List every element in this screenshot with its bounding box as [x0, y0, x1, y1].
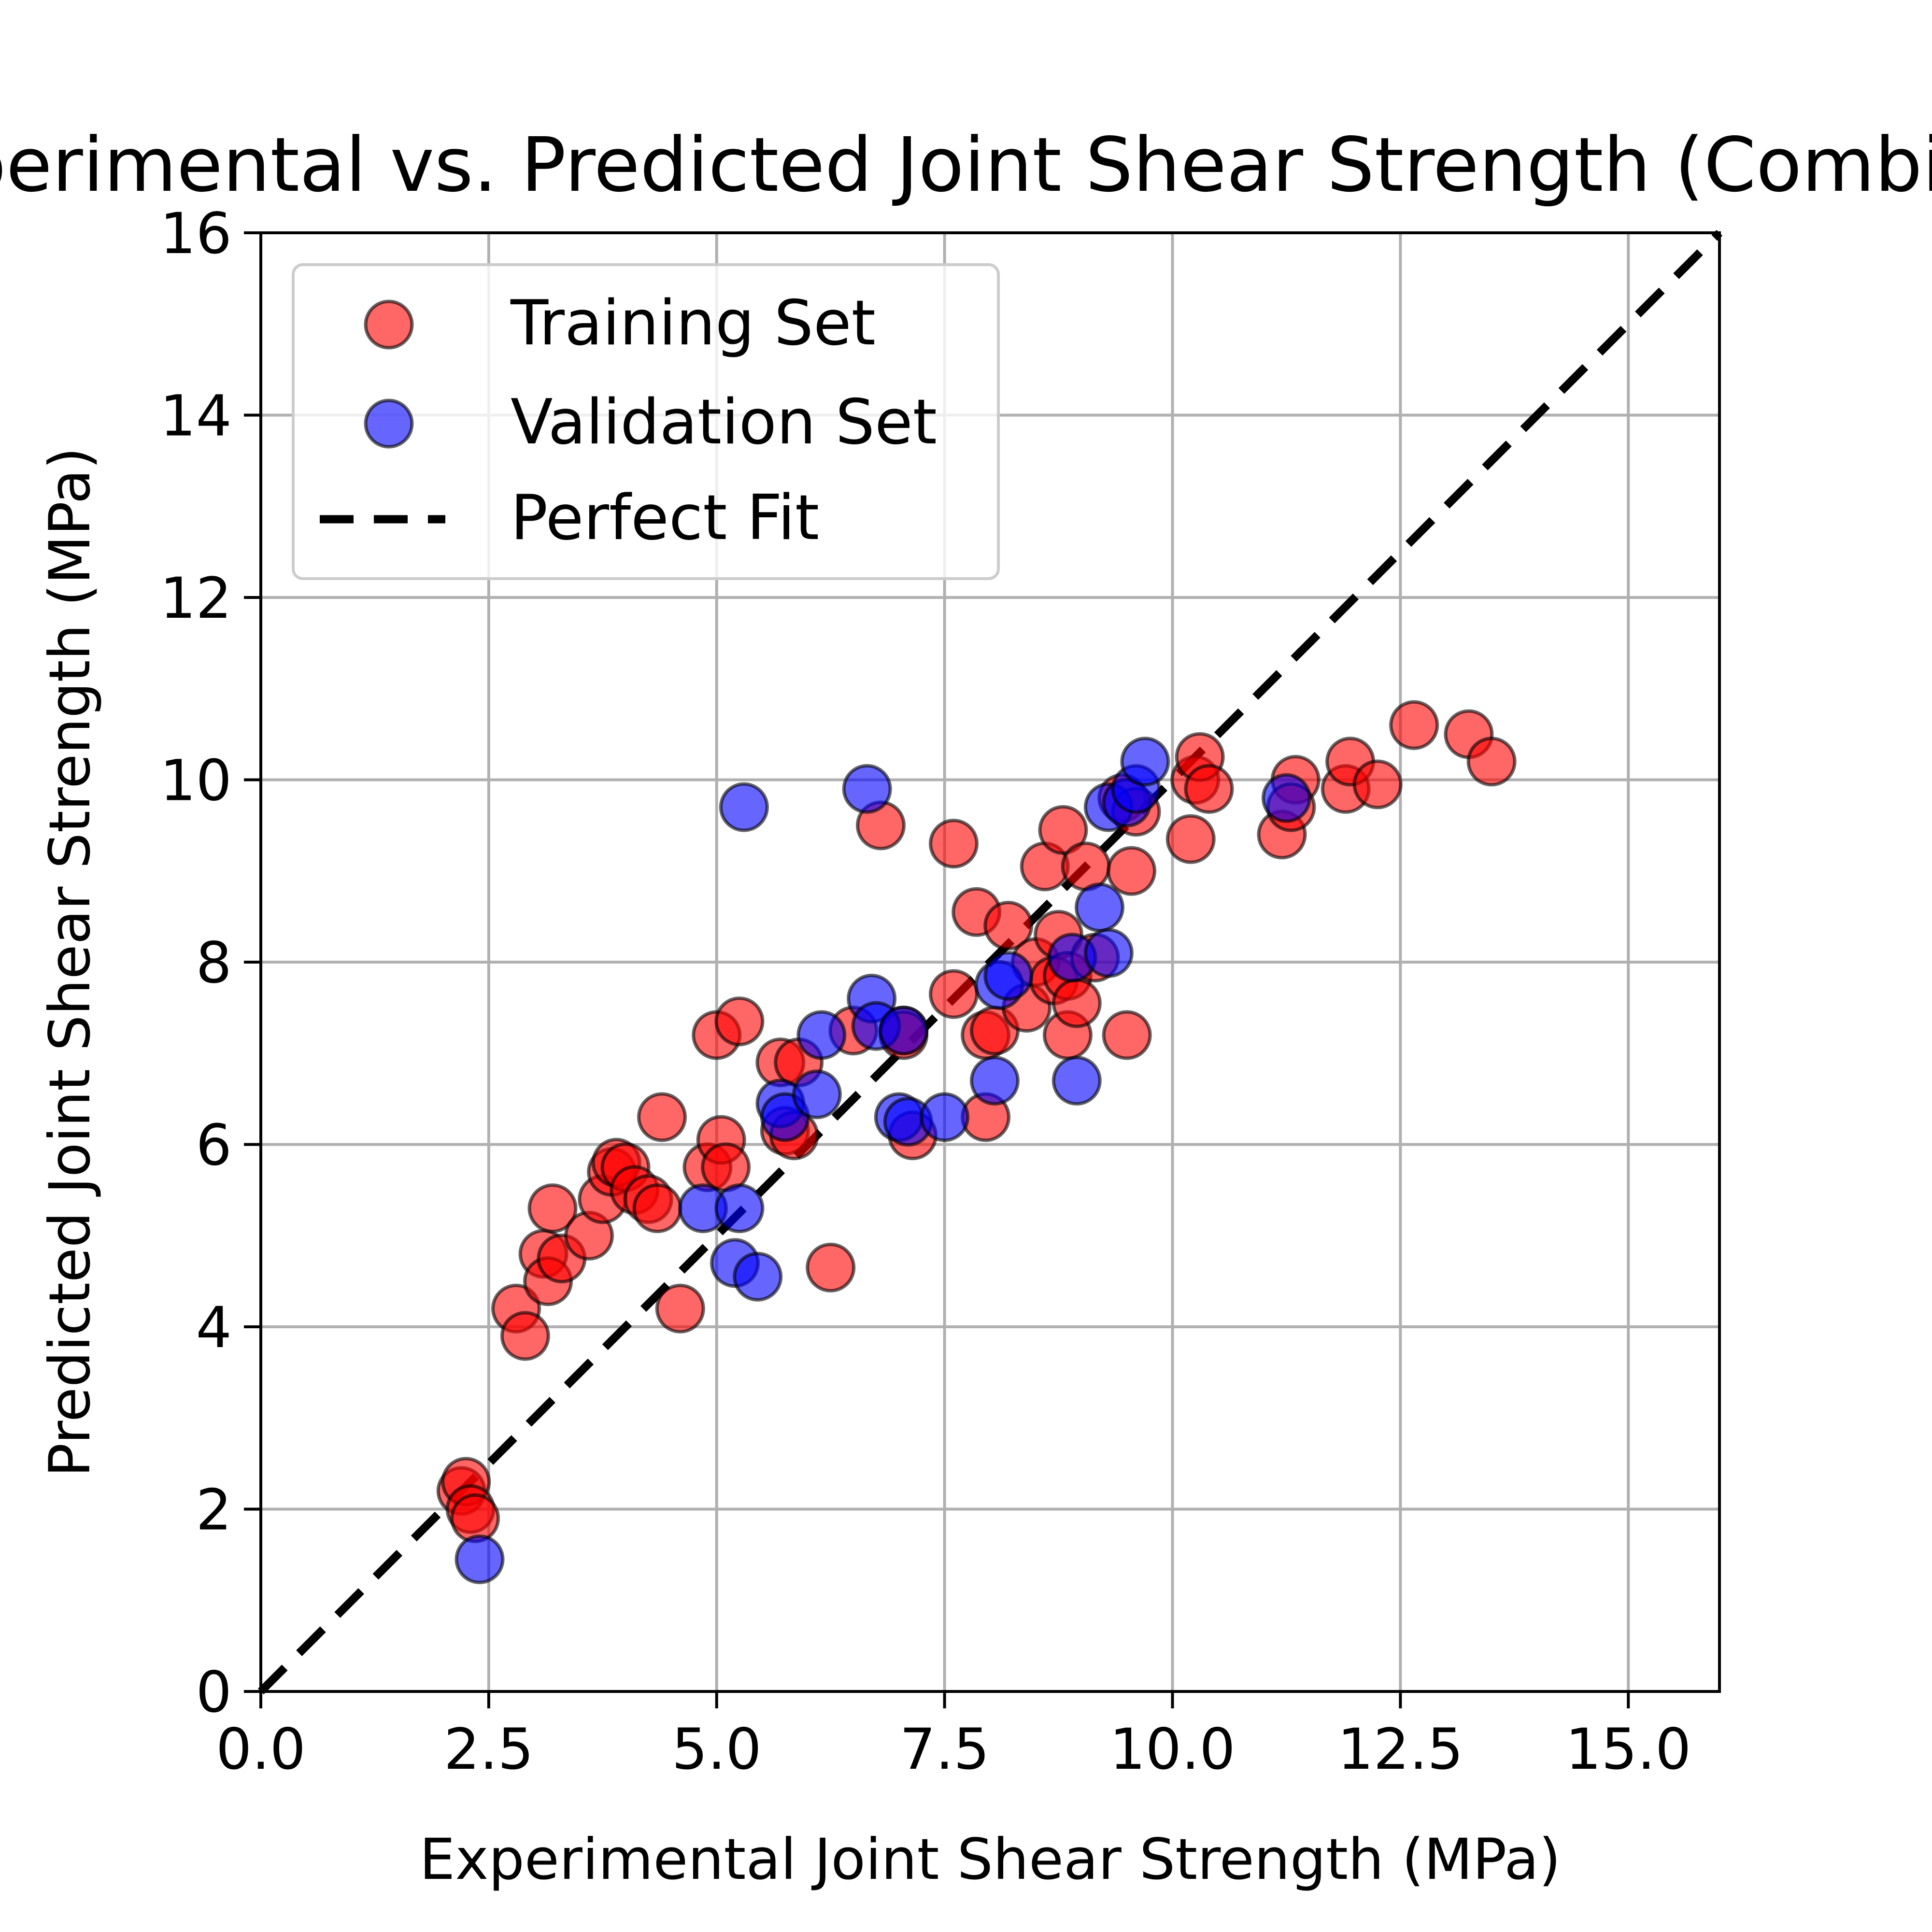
validation-point — [983, 951, 1034, 1001]
validation-point — [1261, 773, 1311, 823]
training-point — [806, 1242, 856, 1293]
legend-training-marker — [364, 299, 414, 350]
training-point — [500, 1311, 550, 1361]
training-point — [527, 1183, 578, 1234]
y-tick-label: 6 — [196, 1112, 232, 1179]
validation-point — [792, 1069, 842, 1120]
validation-point — [920, 1092, 970, 1142]
legend-validation-label: Validation Set — [511, 386, 937, 458]
training-point — [983, 901, 1034, 951]
training-point — [1061, 841, 1111, 892]
axis-ticks: 0.0 2.5 5.0 7.5 10.0 12.5 15.0 0 2 4 6 8 10 12 14 16 — [160, 200, 1691, 1782]
training-point — [701, 1142, 751, 1193]
validation-point — [719, 782, 769, 832]
validation-point — [733, 1251, 783, 1302]
training-point — [1165, 814, 1216, 864]
validation-point — [1075, 882, 1124, 933]
y-tick-label: 0 — [196, 1659, 232, 1725]
legend-validation-marker — [364, 398, 414, 449]
training-point — [1038, 805, 1088, 855]
y-tick-label: 4 — [196, 1294, 232, 1361]
training-point — [1051, 978, 1102, 1028]
training-point — [1107, 846, 1157, 896]
x-tick-label: 10.0 — [1109, 1716, 1236, 1782]
y-tick-label: 10 — [160, 748, 232, 814]
validation-point — [796, 1010, 847, 1060]
legend-training-label: Training Set — [510, 287, 876, 359]
x-tick-label: 12.5 — [1337, 1716, 1463, 1782]
x-tick-label: 5.0 — [672, 1716, 762, 1782]
y-tick-label: 2 — [196, 1477, 232, 1543]
training-point — [1102, 1010, 1152, 1060]
legend-box — [292, 263, 1000, 580]
legend: Training Set Validation Set Perfect Fit — [292, 263, 1000, 580]
validation-point — [1120, 737, 1170, 787]
training-point — [450, 1493, 500, 1543]
validation-point — [1083, 928, 1134, 978]
legend-fit-label: Perfect Fit — [511, 482, 819, 554]
validation-point — [714, 1183, 765, 1234]
training-point — [655, 1283, 705, 1334]
validation-point — [455, 1534, 505, 1584]
training-point — [1184, 764, 1234, 814]
validation-point — [842, 764, 892, 814]
x-tick-label: 7.5 — [900, 1716, 990, 1782]
y-tick-label: 12 — [160, 565, 232, 631]
validation-point — [969, 1055, 1020, 1106]
training-point — [1389, 700, 1439, 750]
training-point — [1466, 737, 1517, 787]
data-points — [436, 700, 1517, 1584]
training-point — [714, 996, 765, 1047]
validation-point — [879, 1006, 929, 1056]
training-point — [1352, 759, 1403, 810]
x-tick-label: 15.0 — [1565, 1716, 1691, 1782]
training-point — [632, 1183, 682, 1234]
y-axis-label: Predicted Joint Shear Strength (MPa) — [37, 447, 103, 1477]
validation-point — [1051, 1055, 1102, 1106]
y-tick-label: 16 — [160, 200, 232, 267]
training-point — [637, 1092, 687, 1142]
y-tick-label: 14 — [160, 383, 232, 449]
x-axis-label: Experimental Joint Shear Strength (MPa) — [419, 1826, 1561, 1892]
x-tick-label: 2.5 — [444, 1716, 534, 1782]
training-point — [929, 819, 979, 869]
chart-title: Experimental vs. Predicted Joint Shear S… — [0, 121, 1932, 209]
training-point — [929, 969, 979, 1019]
y-tick-label: 8 — [196, 930, 232, 996]
x-tick-label: 0.0 — [216, 1716, 306, 1782]
